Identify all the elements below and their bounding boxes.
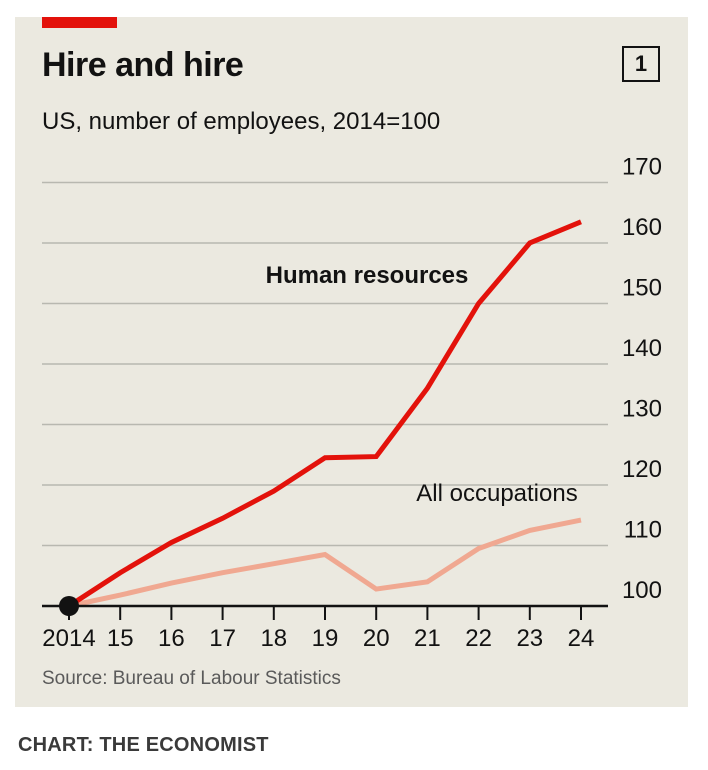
- y-tick-label: 120: [622, 456, 662, 483]
- all-occupations-label: All occupations: [416, 480, 577, 507]
- y-tick-label: 100: [622, 577, 662, 604]
- x-tick-label: 2014: [42, 625, 95, 652]
- y-tick-label: 160: [622, 214, 662, 241]
- x-tick-label: 21: [414, 625, 441, 652]
- human-resources-line: [67, 219, 582, 609]
- x-tick-label: 16: [158, 625, 185, 652]
- x-tick-label: 17: [209, 625, 236, 652]
- x-tick-label: 18: [260, 625, 287, 652]
- series-labels: Human resources All occupations: [266, 262, 578, 507]
- brand-red-tag: [42, 17, 117, 28]
- x-tick-label: 22: [465, 625, 492, 652]
- chart-subtitle: US, number of employees, 2014=100: [42, 108, 441, 135]
- x-tick-label: 19: [312, 625, 339, 652]
- x-tick-label: 24: [568, 625, 595, 652]
- y-tick-label: 110: [624, 517, 662, 544]
- series-lines: [67, 219, 582, 609]
- human-resources-label: Human resources: [266, 262, 469, 289]
- all-occupations-line: [68, 517, 582, 609]
- gridlines: [42, 181, 608, 547]
- y-tick-label: 130: [622, 396, 662, 423]
- x-axis: 2014 15 16 17 18 19 20 21 22 23 24: [42, 596, 608, 652]
- chart-number-badge: 1: [622, 46, 660, 82]
- x-tick-label: 20: [363, 625, 390, 652]
- y-axis-tick-labels: 100 110 120 130 140 150 160 170: [622, 154, 662, 605]
- chart-credit: CHART: THE ECONOMIST: [18, 734, 269, 756]
- y-tick-label: 170: [622, 154, 662, 181]
- chart-title: Hire and hire: [42, 46, 244, 84]
- x-tick-label: 23: [516, 625, 543, 652]
- y-tick-label: 140: [622, 335, 662, 362]
- source-note: Source: Bureau of Labour Statistics: [42, 668, 341, 689]
- y-tick-label: 150: [622, 275, 662, 302]
- x-tick-label: 15: [107, 625, 134, 652]
- start-point-marker: [59, 596, 79, 616]
